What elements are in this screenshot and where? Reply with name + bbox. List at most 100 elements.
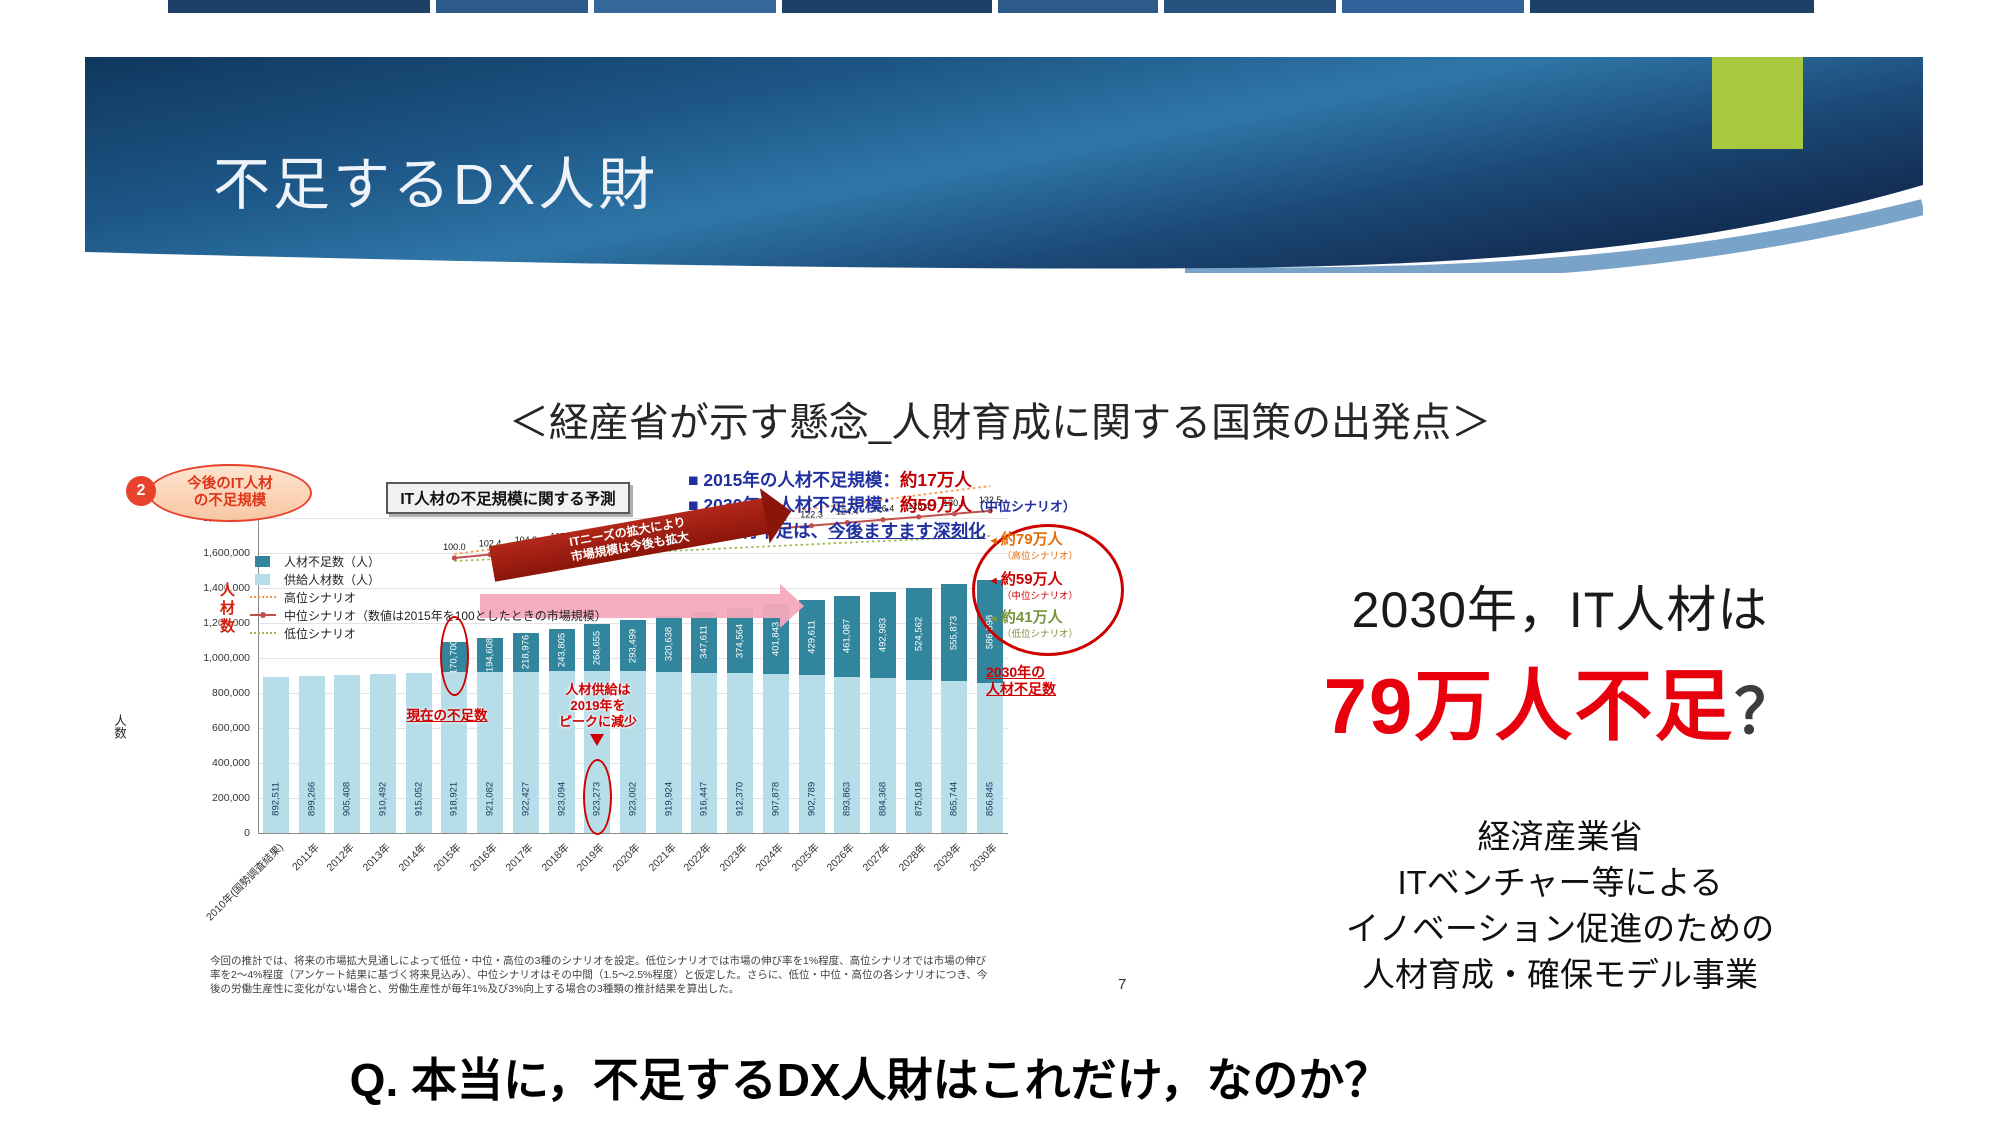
supply-bar [798, 675, 825, 833]
strip-segment [594, 0, 776, 13]
x-tick-label: 2030年 [967, 841, 1001, 874]
y-axis-title: 人数 [112, 714, 126, 739]
legend-item: 高位シナリオ [250, 588, 607, 606]
supply-bar [441, 672, 468, 833]
y-tick-label: 800,000 [212, 687, 250, 699]
supply-bar-value: 922,427 [520, 781, 532, 817]
shortage-bar-value: 320,638 [663, 626, 675, 662]
bottom-question: Q. 本当に，不足するDX人財はこれだけ，なのか？ [349, 1054, 1391, 1106]
supply-bar-value: 919,924 [663, 781, 675, 817]
legend-label: 高位シナリオ [284, 590, 357, 605]
x-tick-label: 2029年 [931, 841, 965, 874]
scenario-low: ◄ 約41万人 （低位シナリオ） [988, 610, 1120, 642]
supply-bar-value: 902,789 [806, 781, 818, 817]
legend-item: 中位シナリオ（数値は2015年を100としたときの市場規模） [250, 606, 607, 624]
chart-legend: 人材不足数（人） 供給人材数（人） 高位シナリオ 中位シナリオ（数値は2015年を10… [250, 552, 607, 642]
x-tick-label: 2020年 [610, 841, 643, 874]
supply-bar [262, 676, 289, 833]
current-shortage-label: 現在の不足数 [406, 708, 488, 723]
shortage-bar-value: 374,564 [734, 623, 746, 658]
supply-bar-value: 923,002 [627, 781, 639, 817]
meti-figure: 0 200,000 400,000 600,000 800,000 1,000,000 1,… [100, 462, 1140, 1035]
supply-bar-value: 875,018 [913, 781, 925, 817]
jinzai-count-label: 人材数 [218, 582, 235, 636]
x-tick-label: 2010年(国勢調査結果) [203, 841, 286, 924]
supply-peak-line1: 人材供給は [565, 682, 631, 697]
supply-bar-value: 899,266 [306, 781, 318, 817]
bullet-conclusion-emphasis: 今後ますます深刻化 [828, 521, 986, 541]
shortage-figure: 79万人不足 [1323, 662, 1735, 750]
supply-peak-pointer-icon [590, 734, 604, 746]
shortage-bar-value: 194,608 [484, 637, 496, 672]
supply-bar-value: 893,863 [841, 781, 853, 817]
scenario-low-value: 約41万人 [1000, 609, 1063, 626]
header-banner: 不足するDX人財 [85, 57, 1923, 273]
supply-bar [905, 679, 932, 833]
scenario-high-value: 約79万人 [1000, 531, 1063, 548]
strip-segment [1342, 0, 1524, 13]
y-tick-label: 600,000 [212, 722, 250, 734]
bullet-2030-suffix: （中位シナリオ） [971, 499, 1076, 514]
timeline-arrow [480, 594, 780, 618]
section-subtitle: ＜経産省が示す懸念_人財育成に関する国策の出発点＞ [508, 401, 1492, 445]
org-line-2: ITベンチャー等による [1397, 864, 1723, 901]
shortage-bar-value: 524,562 [913, 616, 925, 652]
supply-peak-label: 人材供給は 2019年を ピークに減少 [537, 682, 659, 730]
supply-peak-ellipse [583, 759, 612, 835]
supply-bar-value: 912,370 [734, 781, 746, 817]
legend-swatch-dot [260, 612, 266, 618]
x-tick-label: 2015年 [431, 841, 465, 874]
y-gridline [258, 588, 1008, 589]
figure-page-number: 7 [1118, 976, 1127, 993]
shortage-bar [620, 620, 646, 672]
y-axis-line [258, 518, 259, 833]
x-tick-label: 2017年 [503, 841, 536, 874]
x-tick-label: 2014年 [396, 841, 429, 874]
shortage-bar-value: 492,983 [877, 617, 889, 653]
shortage-bar [584, 624, 611, 672]
badge-label-line2: の不足規模 [193, 493, 267, 509]
bullet-2015-value: 約17万人 [899, 470, 972, 490]
x-tick-label: 2018年 [539, 841, 572, 874]
left-arrow-icon: ◄ [988, 535, 999, 547]
x-tick-label: 2016年 [467, 841, 501, 874]
shortage-bar [941, 584, 968, 682]
supply-peak-line3: ピークに減少 [558, 714, 637, 729]
y-tick-label: 200,000 [212, 792, 250, 804]
y-tick-label: 0 [244, 827, 250, 839]
supply-bar [370, 673, 396, 833]
y-tick-label: 1,400,000 [203, 582, 250, 594]
x-tick-label: 2012年 [324, 841, 358, 874]
slide-title: 不足するDX人財 [213, 153, 659, 217]
green-accent-block [1712, 57, 1803, 149]
supply-bar-value: 921,082 [484, 781, 496, 817]
x-tick-label: 2019年 [574, 841, 608, 874]
x-tick-label: 2024年 [753, 841, 786, 874]
badge-number: 2 [126, 476, 156, 506]
x-axis-line [258, 833, 1008, 834]
shortage-bar [834, 595, 861, 677]
scenario-circle [972, 524, 1124, 656]
shortage-bar-value: 429,611 [806, 620, 818, 655]
org-block: 経済産業省 ITベンチャー等による イノベーション促進のための 人材育成・確保モ… [1170, 814, 1950, 998]
supply-bar [655, 672, 682, 833]
scenario-high: ◄ 約79万人 （高位シナリオ） [988, 532, 1120, 564]
supply-bar-value: 910,492 [377, 781, 389, 817]
legend-swatch [250, 632, 276, 634]
supply-bar-value: 905,408 [341, 781, 353, 817]
left-arrow-icon: ◄ [988, 613, 999, 625]
supply-bar [727, 673, 754, 833]
legend-label: 人材不足数（人） [284, 554, 381, 569]
supply-bar [512, 671, 539, 833]
supply-bar [691, 672, 718, 833]
shortage-bar-value: 347,611 [698, 625, 710, 660]
strip-segment [436, 0, 588, 13]
strip-segment [168, 0, 430, 13]
x-tick-label: 2023年 [717, 841, 751, 874]
scenario-low-value-row: ◄ 約41万人 [988, 610, 1120, 627]
key-message-line1: 2030年，IT人材は [1351, 582, 1769, 638]
supply-bar [834, 676, 861, 833]
legend-item: 低位シナリオ [250, 624, 607, 642]
x-tick-label: 2011年 [289, 841, 322, 874]
shortage-bar [727, 607, 754, 674]
